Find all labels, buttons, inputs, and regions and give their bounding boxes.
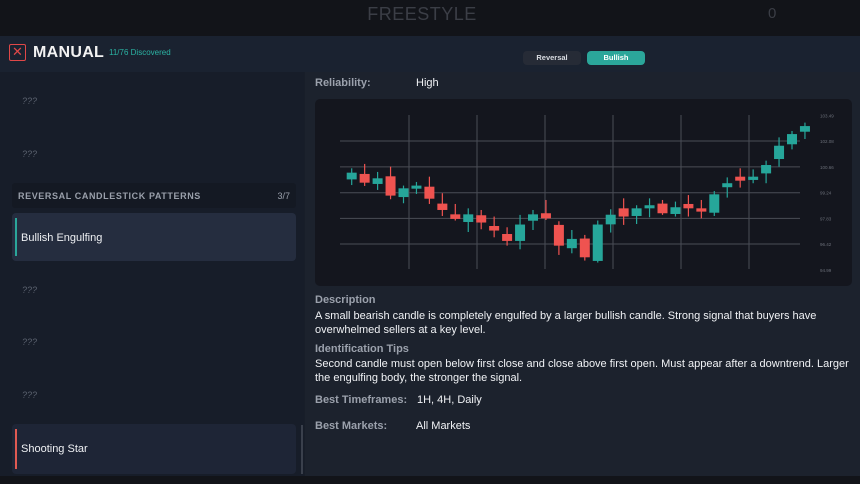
candle-bullish xyxy=(528,214,538,221)
candle-bearish xyxy=(385,176,396,196)
locked-pattern[interactable]: ??? xyxy=(22,337,38,347)
locked-pattern[interactable]: ??? xyxy=(22,285,38,295)
bottom-bar xyxy=(0,476,860,484)
candle-bearish xyxy=(424,186,435,199)
candle-bullish xyxy=(799,126,810,132)
candle-bullish xyxy=(605,214,616,225)
candle-bullish xyxy=(411,185,422,189)
candle-bearish xyxy=(735,176,746,181)
candle-bullish xyxy=(644,205,655,209)
candle-bearish xyxy=(476,215,487,223)
candle-bullish xyxy=(787,134,797,145)
score: 0 xyxy=(768,5,777,22)
candlestick-chart: 103.49 102.08 100.66 99.24 97.83 96.42 94.99 xyxy=(340,113,834,273)
markets-label: Best Markets: xyxy=(315,420,388,432)
reliability-value: High xyxy=(416,77,439,89)
candle-bullish xyxy=(515,224,526,241)
y-tick-label: 97.83 xyxy=(820,216,832,221)
candle-bearish xyxy=(502,234,513,241)
manual-title: MANUAL xyxy=(33,44,105,61)
candle-bullish xyxy=(709,194,720,213)
tips-text: Second candle must open below first clos… xyxy=(315,358,849,384)
candle-bearish xyxy=(618,208,629,217)
candle-bullish xyxy=(670,207,681,214)
timeframes-label: Best Timeframes: xyxy=(315,394,408,406)
discovered-count: 11/76 Discovered xyxy=(109,48,171,57)
locked-pattern[interactable]: ??? xyxy=(22,390,38,400)
candle-bullish xyxy=(748,176,759,180)
candle-bearish xyxy=(696,208,707,212)
candle-bearish xyxy=(489,225,500,231)
candle-bullish xyxy=(566,238,577,249)
section-title: REVERSAL CANDLESTICK PATTERNS xyxy=(18,191,201,201)
item-label: Bullish Engulfing xyxy=(21,232,103,244)
locked-pattern[interactable]: ??? xyxy=(22,149,38,159)
reliability-label: Reliability: xyxy=(315,77,371,89)
close-x-icon[interactable]: ✕ xyxy=(9,44,26,61)
section-count: 3/7 xyxy=(277,191,290,201)
candle-bullish xyxy=(346,172,357,180)
item-label: Shooting Star xyxy=(21,443,88,455)
candle-bearish xyxy=(657,203,668,214)
candle-bullish xyxy=(631,208,642,216)
y-tick-label: 99.24 xyxy=(820,191,832,196)
candle-bullish xyxy=(774,145,785,160)
candle-bearish xyxy=(437,203,448,210)
candle-bearish xyxy=(359,173,370,183)
mode-title: FREESTYLE xyxy=(367,4,477,24)
tab-reversal[interactable]: Reversal xyxy=(523,51,581,65)
candle-bearish xyxy=(553,224,564,246)
candle-bullish xyxy=(592,224,603,261)
scrollbar[interactable] xyxy=(301,425,303,474)
top-bar: FREESTYLE 0 xyxy=(0,0,860,36)
candle-bullish xyxy=(398,188,409,198)
candle-bearish xyxy=(683,203,694,209)
candle-bearish xyxy=(540,213,551,219)
y-tick-label: 100.66 xyxy=(820,165,834,170)
pattern-chart: 103.49 102.08 100.66 99.24 97.83 96.42 94.99 xyxy=(315,99,852,286)
candle-bearish xyxy=(579,238,590,258)
list-item-shooting-star[interactable]: Shooting Star xyxy=(12,424,296,474)
candle-bullish xyxy=(761,165,772,174)
description-label: Description xyxy=(315,294,376,306)
tab-bullish[interactable]: Bullish xyxy=(587,51,645,65)
candle-bullish xyxy=(463,214,474,222)
candle-bullish xyxy=(722,183,733,188)
description-text: A small bearish candle is completely eng… xyxy=(315,310,817,336)
manual-header xyxy=(0,36,860,72)
locked-pattern[interactable]: ??? xyxy=(22,96,38,106)
timeframes-value: 1H, 4H, Daily xyxy=(417,394,482,406)
pattern-list xyxy=(0,72,304,476)
y-tick-label: 94.99 xyxy=(820,268,832,273)
y-tick-label: 96.42 xyxy=(820,242,832,247)
candle-bearish xyxy=(450,214,461,219)
accent-bar xyxy=(15,218,17,256)
list-item-bullish-engulfing[interactable]: Bullish Engulfing xyxy=(12,213,296,261)
y-tick-label: 102.08 xyxy=(820,139,834,144)
tips-label: Identification Tips xyxy=(315,343,409,355)
accent-bar xyxy=(15,429,17,469)
y-tick-label: 103.49 xyxy=(820,113,834,118)
candle-bullish xyxy=(372,178,383,184)
section-header: REVERSAL CANDLESTICK PATTERNS 3/7 xyxy=(12,183,296,208)
markets-value: All Markets xyxy=(416,420,471,432)
